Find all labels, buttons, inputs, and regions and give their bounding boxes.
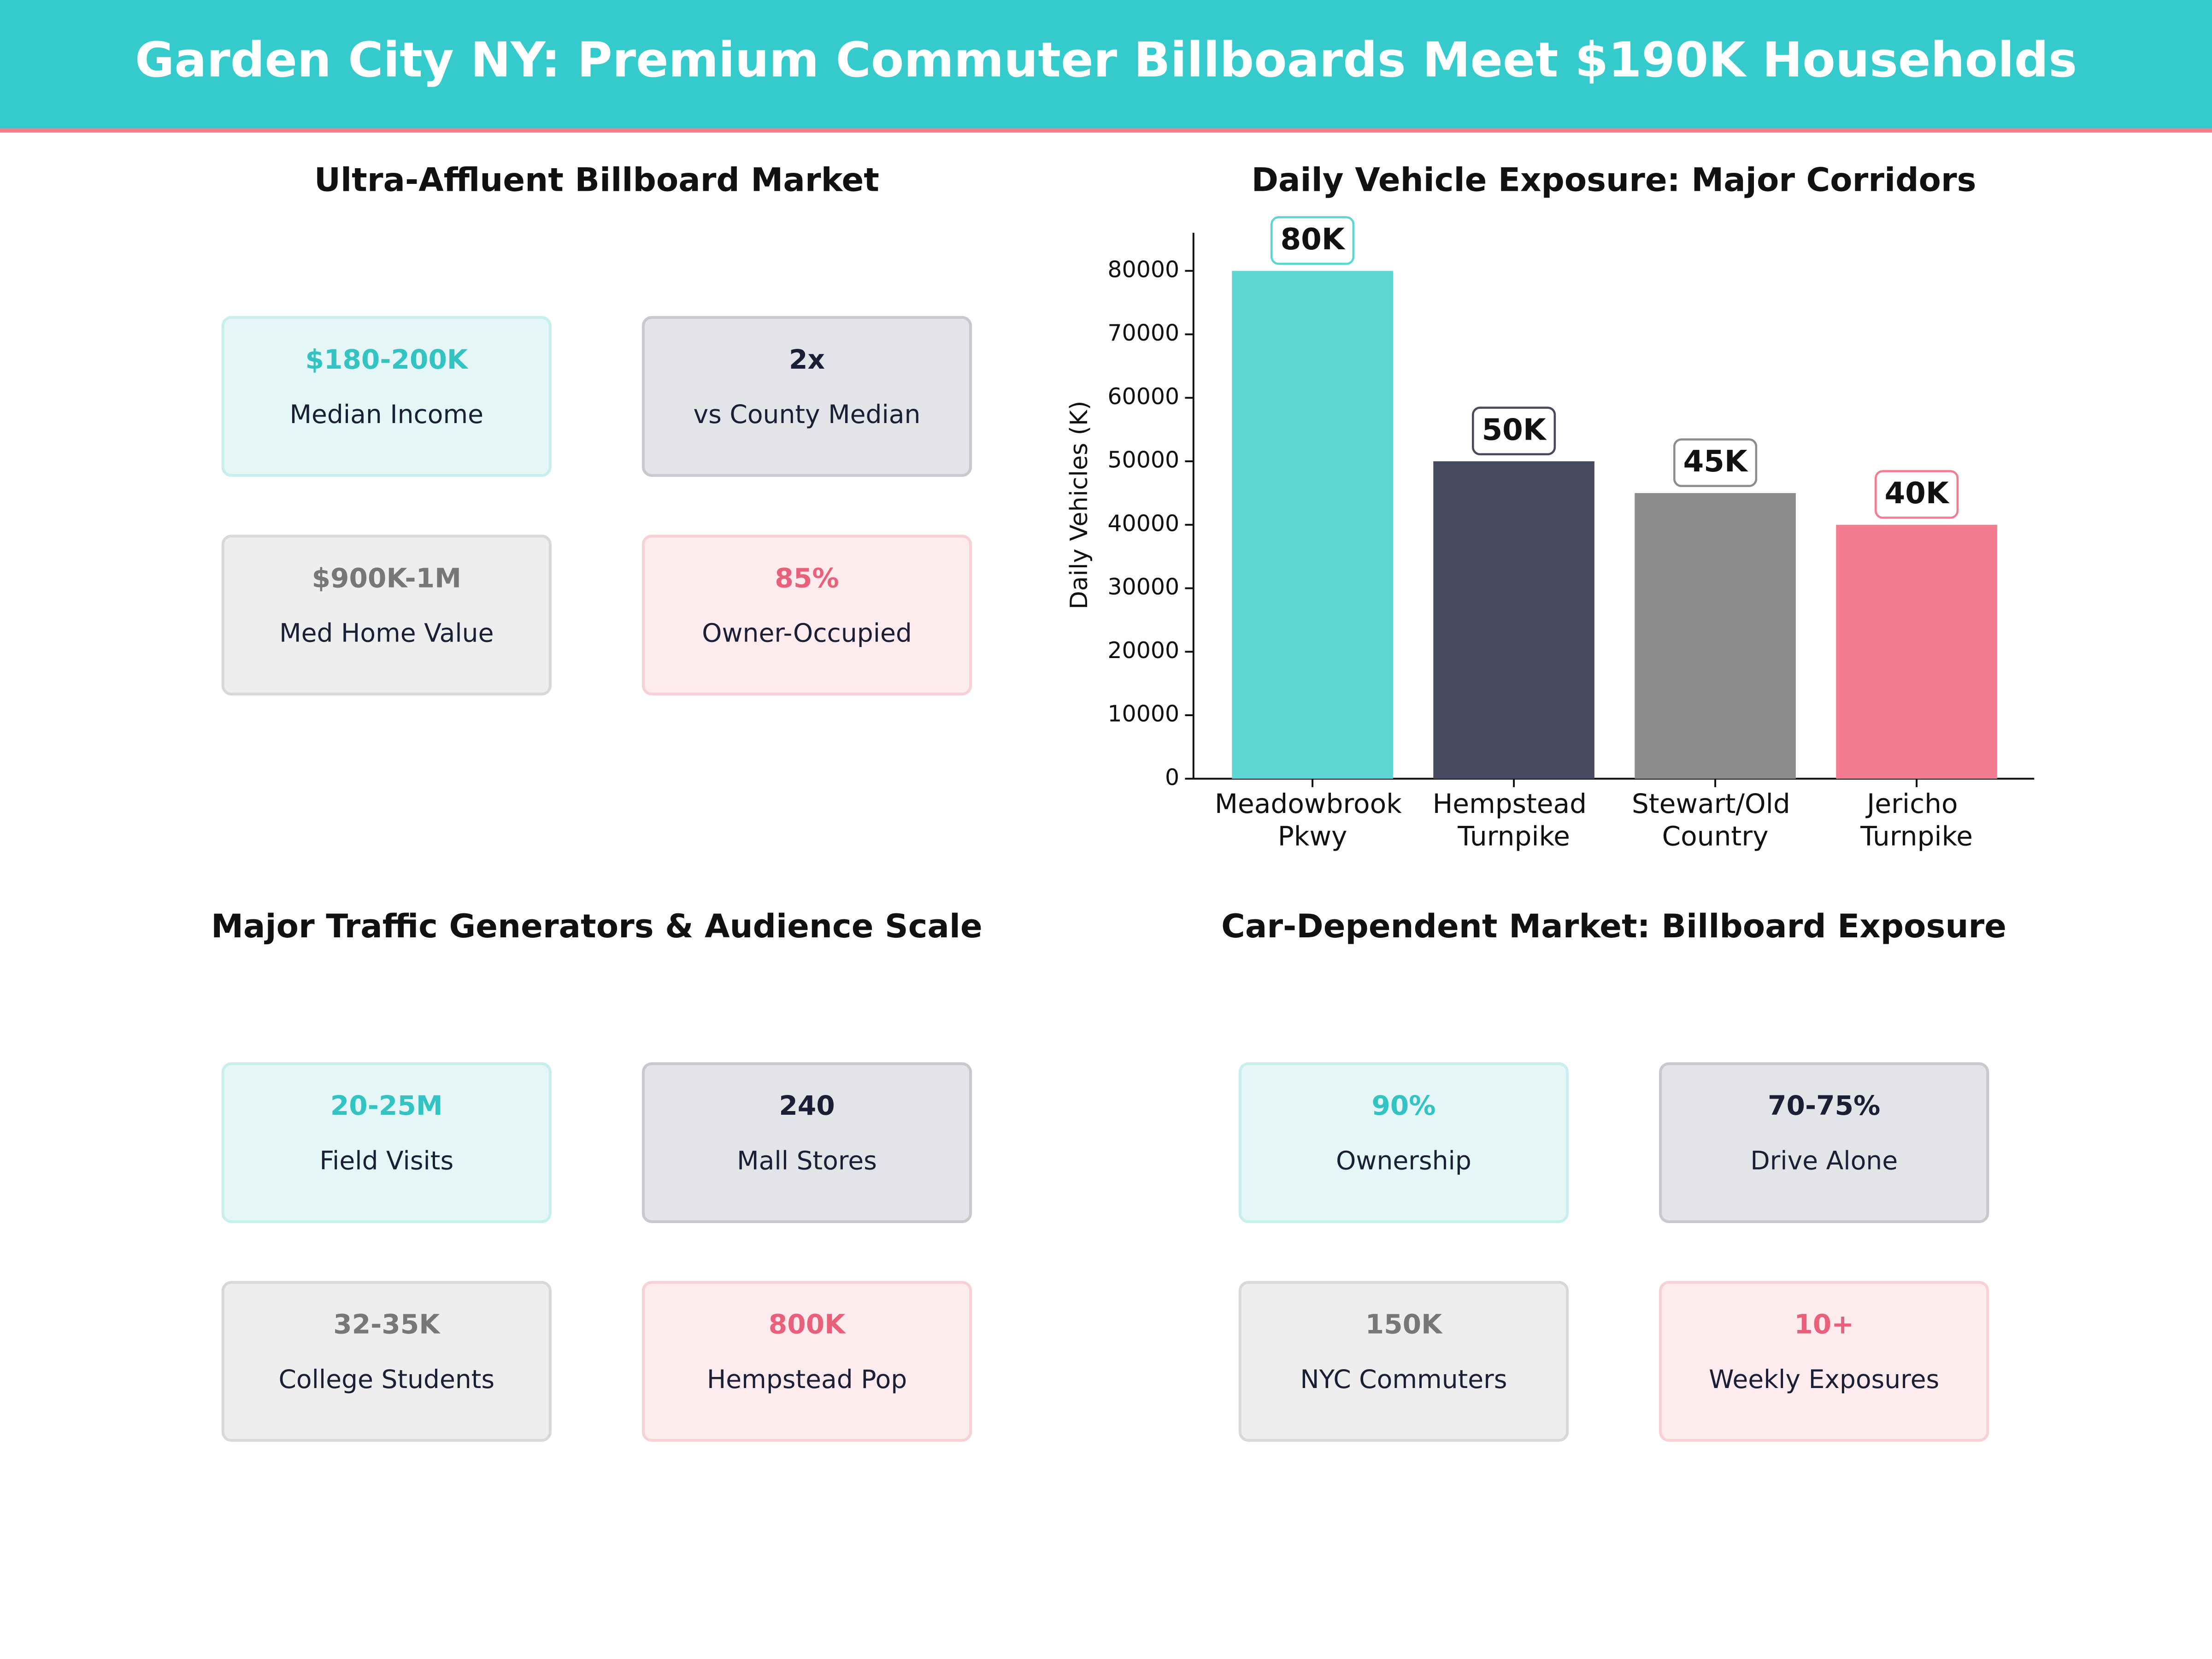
chart-title: Daily Vehicle Exposure: Major Corridors xyxy=(1252,161,1977,199)
kpi-value: $900K-1M xyxy=(312,562,461,594)
y-tick-label: 40000 xyxy=(1107,510,1179,536)
kpi-label: Median Income xyxy=(289,400,483,429)
y-tick-label: 10000 xyxy=(1107,701,1179,727)
kpi-label: Ownership xyxy=(1336,1146,1471,1176)
y-tick-label: 70000 xyxy=(1107,320,1179,346)
y-tick-label: 0 xyxy=(1165,764,1179,790)
kpi-label: Hempstead Pop xyxy=(707,1365,907,1394)
x-tick-label: Meadowbrook Pkwy xyxy=(1215,788,1411,852)
panel-title: Car-Dependent Market: Billboard Exposure xyxy=(1221,907,2006,945)
kpi-value: 240 xyxy=(779,1090,835,1121)
kpi-label: College Students xyxy=(278,1365,494,1394)
y-tick-label: 60000 xyxy=(1107,383,1179,410)
value-label-box xyxy=(1271,216,1355,265)
kpi-card xyxy=(1659,1062,1989,1224)
kpi-card xyxy=(641,316,972,477)
value-label: 80K xyxy=(1280,222,1345,257)
bar xyxy=(1635,493,1796,779)
kpi-value: 90% xyxy=(1371,1090,1435,1121)
kpi-label: Owner-Occupied xyxy=(702,618,912,648)
header-rule xyxy=(0,128,2212,133)
kpi-value: 70-75% xyxy=(1768,1090,1880,1121)
y-tick-label: 50000 xyxy=(1107,447,1179,473)
value-label-box xyxy=(1874,470,1959,519)
kpi-value: 10+ xyxy=(1794,1309,1854,1340)
kpi-value: 85% xyxy=(775,562,839,594)
y-tick-label: 30000 xyxy=(1107,574,1179,600)
kpi-value: 20-25M xyxy=(330,1090,443,1121)
value-label: 50K xyxy=(1482,412,1547,447)
bar xyxy=(1232,271,1393,779)
kpi-card xyxy=(641,1281,972,1442)
kpi-value: $180-200K xyxy=(306,344,469,375)
panel-title: Major Traffic Generators & Audience Scal… xyxy=(211,907,982,945)
kpi-label: Field Visits xyxy=(319,1146,453,1176)
kpi-card xyxy=(1238,1062,1569,1224)
kpi-value: 150K xyxy=(1365,1309,1443,1340)
kpi-card xyxy=(641,1062,972,1224)
value-label: 45K xyxy=(1683,444,1748,479)
value-label-box xyxy=(1472,406,1556,456)
kpi-card xyxy=(221,535,552,696)
y-tick-label: 20000 xyxy=(1107,637,1179,664)
kpi-card xyxy=(1238,1281,1569,1442)
value-label-box xyxy=(1673,438,1758,487)
kpi-card xyxy=(221,1281,552,1442)
kpi-card xyxy=(641,535,972,696)
bar xyxy=(1836,524,1997,779)
y-axis-label: Daily Vehicles (K) xyxy=(1065,401,1093,610)
value-label: 40K xyxy=(1884,476,1949,511)
kpi-label: NYC Commuters xyxy=(1300,1365,1507,1394)
kpi-label: Mall Stores xyxy=(737,1146,877,1176)
x-tick-label: Jericho Turnpike xyxy=(1860,788,1973,852)
kpi-value: 2x xyxy=(789,344,825,375)
y-tick-label: 80000 xyxy=(1107,256,1179,282)
kpi-card xyxy=(221,316,552,477)
kpi-card xyxy=(221,1062,552,1224)
page-title: Garden City NY: Premium Commuter Billboa… xyxy=(135,32,2077,88)
kpi-value: 800K xyxy=(769,1309,846,1340)
kpi-value: 32-35K xyxy=(333,1309,441,1340)
kpi-label: Med Home Value xyxy=(279,618,494,648)
panel-title: Ultra-Affluent Billboard Market xyxy=(314,161,879,199)
x-tick-label: Stewart/Old Country xyxy=(1632,788,1799,852)
header-band xyxy=(0,0,2212,129)
kpi-card xyxy=(1659,1281,1989,1442)
x-tick-label: Hempstead Turnpike xyxy=(1433,788,1595,852)
kpi-label: Weekly Exposures xyxy=(1709,1365,1939,1394)
kpi-label: Drive Alone xyxy=(1750,1146,1898,1176)
bar xyxy=(1433,461,1594,779)
kpi-label: vs County Median xyxy=(694,400,921,429)
